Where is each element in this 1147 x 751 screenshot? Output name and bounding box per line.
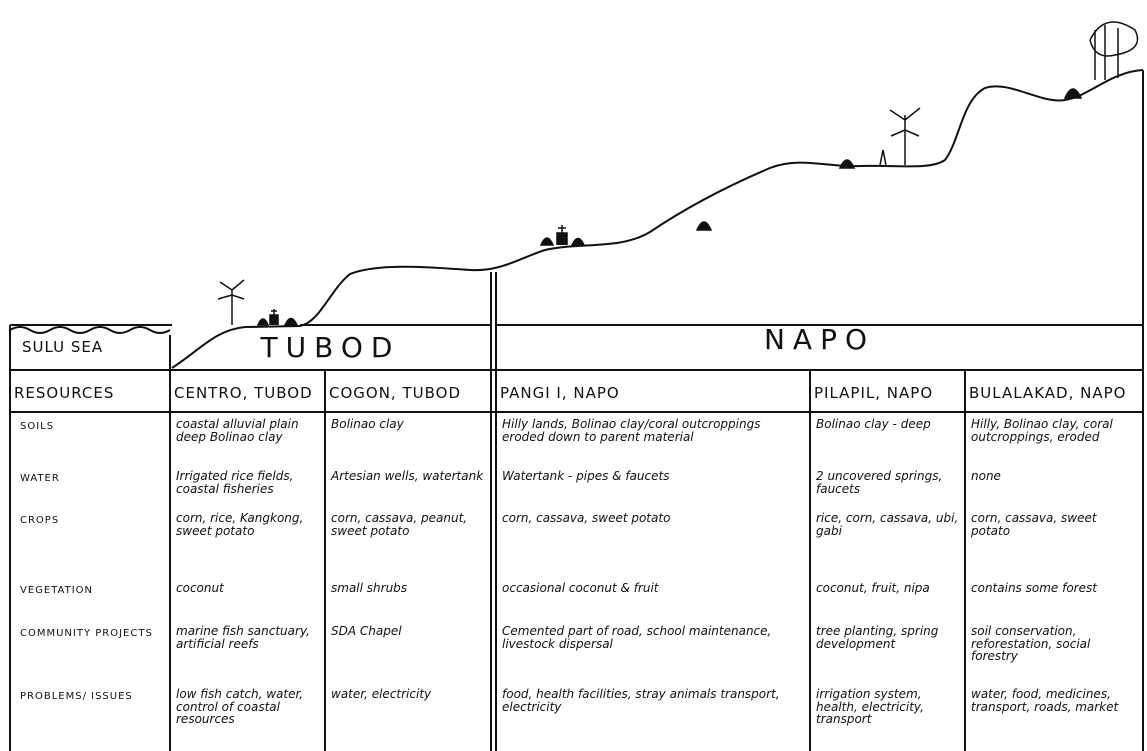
column-header: COGON, TUBOD	[329, 384, 461, 402]
table-cell: Cemented part of road, school maintenanc…	[502, 624, 772, 651]
column-header: BULALAKAD, NAPO	[969, 384, 1127, 402]
table-cell: corn, cassava, sweet potato	[971, 511, 1097, 538]
table-cell: none	[971, 469, 1001, 483]
table-cell: coastal alluvial plain deep Bolinao clay	[176, 417, 299, 444]
table-cell: Bolinao clay - deep	[816, 417, 931, 431]
row-label: VEGETATION	[20, 585, 94, 596]
table-cell: small shrubs	[331, 581, 408, 595]
row-label: PROBLEMS/ ISSUES	[20, 691, 133, 702]
table-cell: corn, cassava, sweet potato	[502, 511, 671, 525]
table-cell: Watertank - pipes & faucets	[502, 469, 670, 483]
table-cell: rice, corn, cassava, ubi, gabi	[816, 511, 959, 538]
row-label: CROPS	[20, 515, 60, 526]
table-cell: low fish catch, water, control of coasta…	[176, 687, 304, 727]
table-cell: Bolinao clay	[331, 417, 404, 431]
row-label: COMMUNITY PROJECTS	[20, 628, 153, 639]
table-cell: water, food, medicines, transport, roads…	[971, 687, 1119, 714]
table-cell: 2 uncovered springs, faucets	[816, 469, 943, 496]
column-header: PANGI I, NAPO	[500, 384, 620, 402]
row-label: WATER	[20, 473, 60, 484]
column-header: RESOURCES	[14, 384, 115, 402]
table-cell: Hilly lands, Bolinao clay/coral outcropp…	[502, 417, 761, 444]
table-cell: Artesian wells, watertank	[331, 469, 484, 483]
table-cell: soil conservation, reforestation, social…	[971, 624, 1091, 664]
row-label: SOILS	[20, 421, 55, 432]
region-label: NAPO	[763, 323, 876, 356]
sea-label: SULU SEA	[22, 338, 104, 356]
table-cell: food, health facilities, stray animals t…	[502, 687, 780, 714]
table-cell: irrigation system, health, electricity, …	[816, 687, 924, 727]
table-cell: corn, rice, Kangkong, sweet potato	[176, 511, 304, 538]
terrain	[171, 69, 1144, 369]
column-header: CENTRO, TUBOD	[174, 384, 313, 402]
table-cell: occasional coconut & fruit	[502, 581, 659, 595]
column-header: PILAPIL, NAPO	[814, 384, 934, 402]
table-lines	[9, 272, 1144, 751]
sea-surface	[9, 326, 171, 334]
table-cell: Hilly, Bolinao clay, coral outcroppings,…	[971, 417, 1113, 444]
table-cell: corn, cassava, peanut, sweet potato	[331, 511, 468, 538]
table-cell: coconut, fruit, nipa	[816, 581, 930, 595]
village-icons	[217, 21, 1139, 326]
table-cell: Irrigated rice fields, coastal fisheries	[176, 469, 294, 496]
table-cell: water, electricity	[331, 687, 432, 701]
table-cell: marine fish sanctuary, artificial reefs	[176, 624, 310, 651]
table-cell: SDA Chapel	[331, 624, 402, 638]
region-label: TUBOD	[260, 331, 401, 364]
table-cell: coconut	[176, 581, 224, 595]
table-cell: tree planting, spring development	[816, 624, 939, 651]
table-cell: contains some forest	[971, 581, 1097, 595]
